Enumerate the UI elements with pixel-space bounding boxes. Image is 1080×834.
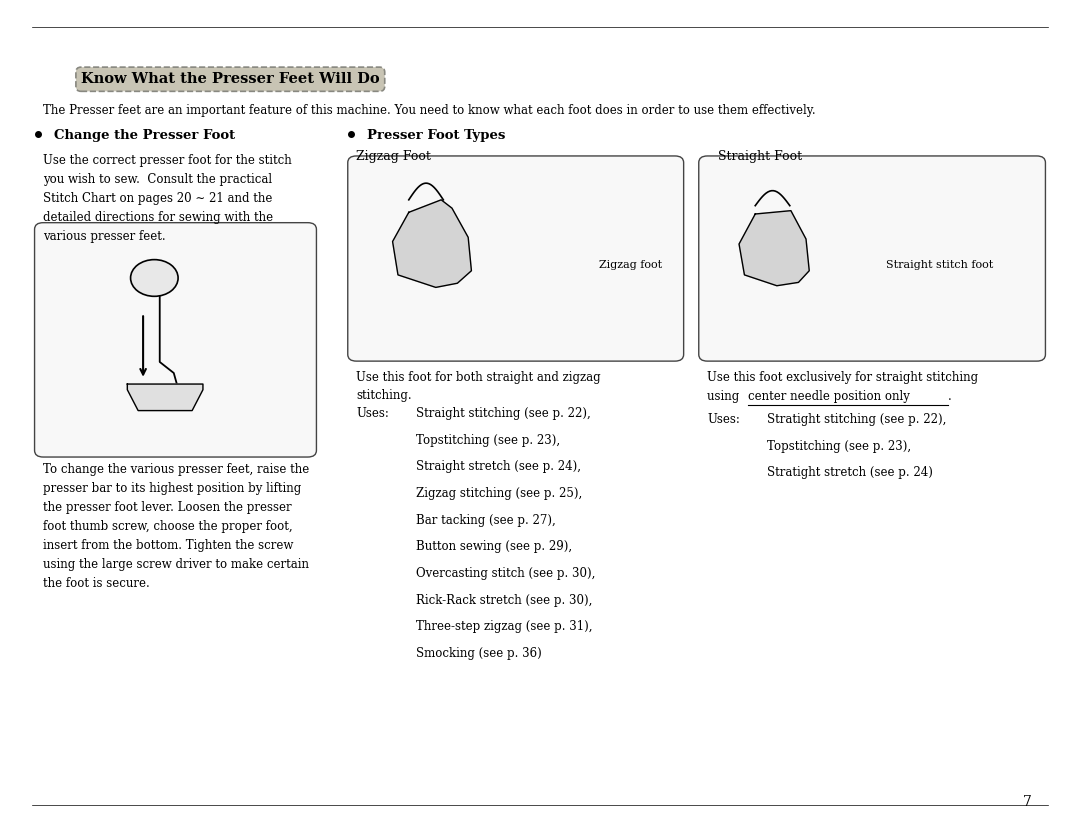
Text: The Presser feet are an important feature of this machine. You need to know what: The Presser feet are an important featur… xyxy=(43,104,815,118)
Circle shape xyxy=(131,259,178,296)
Polygon shape xyxy=(127,384,203,410)
Text: Zigzag stitching (see p. 25),: Zigzag stitching (see p. 25), xyxy=(416,487,582,500)
Text: Straight stitch foot: Straight stitch foot xyxy=(886,260,993,270)
Text: Use this foot for both straight and zigzag
stitching.: Use this foot for both straight and zigz… xyxy=(356,371,602,402)
Text: Uses:: Uses: xyxy=(356,407,389,420)
FancyBboxPatch shape xyxy=(35,223,316,457)
Text: using: using xyxy=(707,390,743,404)
Text: Zigzag foot: Zigzag foot xyxy=(599,260,662,270)
Text: Zigzag Foot: Zigzag Foot xyxy=(356,150,431,163)
FancyBboxPatch shape xyxy=(699,156,1045,361)
Text: Use this foot exclusively for straight stitching: Use this foot exclusively for straight s… xyxy=(707,371,978,384)
Polygon shape xyxy=(393,200,472,288)
Text: Straight Foot: Straight Foot xyxy=(718,150,802,163)
Text: To change the various presser feet, raise the
presser bar to its highest positio: To change the various presser feet, rais… xyxy=(43,463,310,590)
Text: Change the Presser Foot: Change the Presser Foot xyxy=(54,129,235,143)
Text: Presser Foot Types: Presser Foot Types xyxy=(367,129,505,143)
Text: 7: 7 xyxy=(1023,795,1031,809)
Polygon shape xyxy=(739,211,809,286)
Text: Straight stitching (see p. 22),: Straight stitching (see p. 22), xyxy=(416,407,591,420)
Text: Stratight stretch (see p. 24): Stratight stretch (see p. 24) xyxy=(767,466,933,480)
Text: Uses:: Uses: xyxy=(707,413,740,426)
Text: Three-step zigzag (see p. 31),: Three-step zigzag (see p. 31), xyxy=(416,620,592,634)
FancyBboxPatch shape xyxy=(348,156,684,361)
Text: Rick-Rack stretch (see p. 30),: Rick-Rack stretch (see p. 30), xyxy=(416,594,592,607)
Text: Know What the Presser Feet Will Do: Know What the Presser Feet Will Do xyxy=(81,73,380,86)
Text: .: . xyxy=(948,390,951,404)
Text: Button sewing (see p. 29),: Button sewing (see p. 29), xyxy=(416,540,572,554)
Text: Bar tacking (see p. 27),: Bar tacking (see p. 27), xyxy=(416,514,555,527)
Text: Overcasting stitch (see p. 30),: Overcasting stitch (see p. 30), xyxy=(416,567,595,580)
Text: center needle position only: center needle position only xyxy=(748,390,910,404)
Text: Topstitching (see p. 23),: Topstitching (see p. 23), xyxy=(767,440,910,453)
Text: Stratight stitching (see p. 22),: Stratight stitching (see p. 22), xyxy=(767,413,946,426)
Text: Smocking (see p. 36): Smocking (see p. 36) xyxy=(416,647,541,661)
Text: Topstitching (see p. 23),: Topstitching (see p. 23), xyxy=(416,434,559,447)
Text: Straight stretch (see p. 24),: Straight stretch (see p. 24), xyxy=(416,460,581,474)
Text: Use the correct presser foot for the stitch
you wish to sew.  Consult the practi: Use the correct presser foot for the sti… xyxy=(43,154,292,244)
